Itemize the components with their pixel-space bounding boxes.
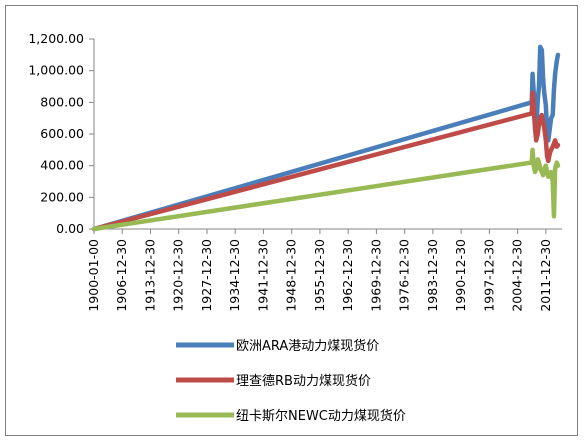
x-tick-label: 1920-12-30 <box>171 239 186 312</box>
x-tick-label: 2004-12-30 <box>510 239 525 312</box>
x-tick-label: 1934-12-30 <box>227 239 242 312</box>
x-tick-label: 1976-12-30 <box>397 239 412 312</box>
x-tick-label: 1955-12-30 <box>312 239 327 312</box>
x-tick-label: 1997-12-30 <box>481 239 496 312</box>
y-tick-label: 200.00 <box>40 189 84 204</box>
y-tick-label: 400.00 <box>40 158 84 173</box>
y-tick-label: 0.00 <box>56 221 84 236</box>
x-tick-label: 1906-12-30 <box>114 239 129 312</box>
y-tick-label: 1,000.00 <box>28 63 84 78</box>
y-tick-label: 1,200.00 <box>28 31 84 46</box>
legend-label-3: 纽卡斯尔NEWC动力煤现货价 <box>236 408 406 424</box>
x-tick-label: 2011-12-30 <box>538 239 553 312</box>
line-chart: 0.00 200.00 400.00 600.00 800.00 1,000.00 1,20… <box>28 31 562 424</box>
x-tick-label: 1969-12-30 <box>368 239 383 312</box>
series-line-2 <box>91 90 561 232</box>
x-tick-label: 1962-12-30 <box>340 239 355 312</box>
series-line-3 <box>91 147 561 232</box>
x-tick-label: 1948-12-30 <box>284 239 299 312</box>
y-tick-label: 600.00 <box>40 126 84 141</box>
x-tick-label: 1913-12-30 <box>142 239 157 312</box>
legend-label-1: 欧洲ARA港动力煤现货价 <box>236 338 379 354</box>
x-axis: 1900-01-00 1906-12-30 1913-12-30 1920-12-30… <box>86 228 562 312</box>
series-lines <box>91 44 561 232</box>
chart-frame: 0.00 200.00 400.00 600.00 800.00 1,000.00 1,20… <box>5 5 578 436</box>
x-tick-label: 1941-12-30 <box>255 239 270 312</box>
y-tick-label: 800.00 <box>40 94 84 109</box>
y-axis: 0.00 200.00 400.00 600.00 800.00 1,000.00 1,20… <box>28 31 95 236</box>
x-tick-label: 1983-12-30 <box>425 239 440 312</box>
x-tick-label: 1990-12-30 <box>453 239 468 312</box>
legend-label-2: 理查德RB动力煤现货价 <box>236 373 371 389</box>
x-tick-label: 1900-01-00 <box>86 239 101 312</box>
x-tick-label: 1927-12-30 <box>199 239 214 312</box>
series-line-1 <box>91 44 561 232</box>
